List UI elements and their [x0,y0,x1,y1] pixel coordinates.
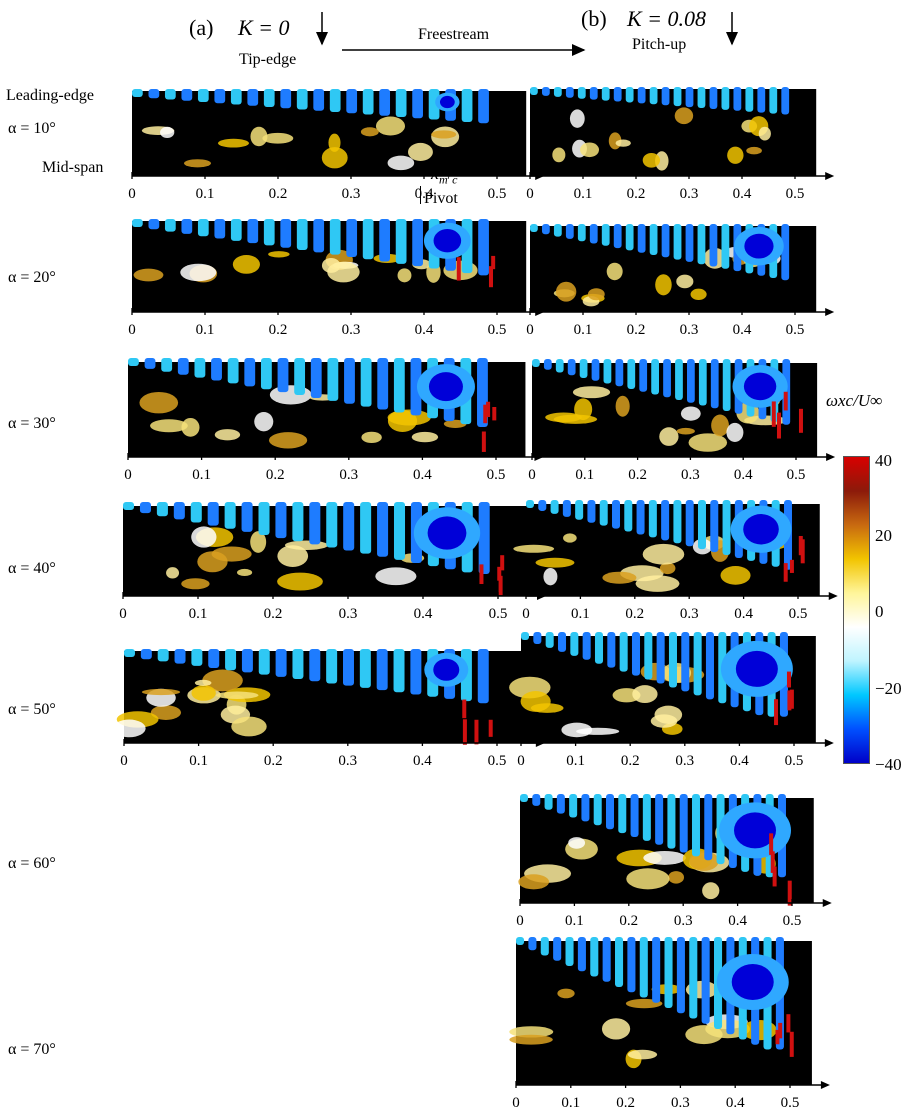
positive-vorticity-streak [778,1023,782,1038]
shear-layer-stripe [702,937,710,1024]
shear-layer-stripe [553,937,561,961]
x-tick-label: 0.4 [726,1095,745,1111]
colorbar-tick-40: 40 [875,452,892,469]
shear-layer-stripe [615,937,623,987]
shear-layer-stripe [652,937,660,1003]
shear-layer-stripe [516,937,524,945]
positive-vorticity-patch [557,989,574,999]
colorbar-tick-0: 0 [875,603,884,620]
shear-layer-stripe [528,937,536,950]
shear-layer-stripe [627,937,635,992]
x-tick-label: 0.2 [616,1095,635,1111]
shear-layer-stripe [590,937,598,977]
shear-layer-stripe [640,937,648,998]
colorbar [843,456,870,764]
shear-layer-stripe [603,937,611,982]
shear-layer-stripe [565,937,573,966]
shear-layer-stripe [689,937,697,1019]
colorbar-tick-m40: −40 [875,756,902,773]
x-tick-label: 0.5 [781,1095,800,1111]
positive-vorticity-patch [602,1018,630,1039]
colorbar-tick-20: 20 [875,527,892,544]
x-tick-label: 0.3 [671,1095,690,1111]
shear-layer-stripe [578,937,586,971]
shear-layer-stripe [664,937,672,1008]
shear-layer-stripe [541,937,549,956]
positive-vorticity-patch [628,1050,657,1060]
colorbar-title: ωxc/U∞ [826,392,882,409]
x-tick-label: 0.1 [561,1095,580,1111]
positive-vorticity-patch [509,1035,552,1045]
positive-vorticity-streak [786,1014,790,1032]
vortex-core [732,964,774,1000]
colorbar-tick-m20: −20 [875,680,902,697]
shear-layer-stripe [677,937,685,1013]
x-tick-label: 0 [512,1095,520,1111]
x-axis-arrow [821,1081,830,1089]
positive-vorticity-streak [790,1032,794,1057]
